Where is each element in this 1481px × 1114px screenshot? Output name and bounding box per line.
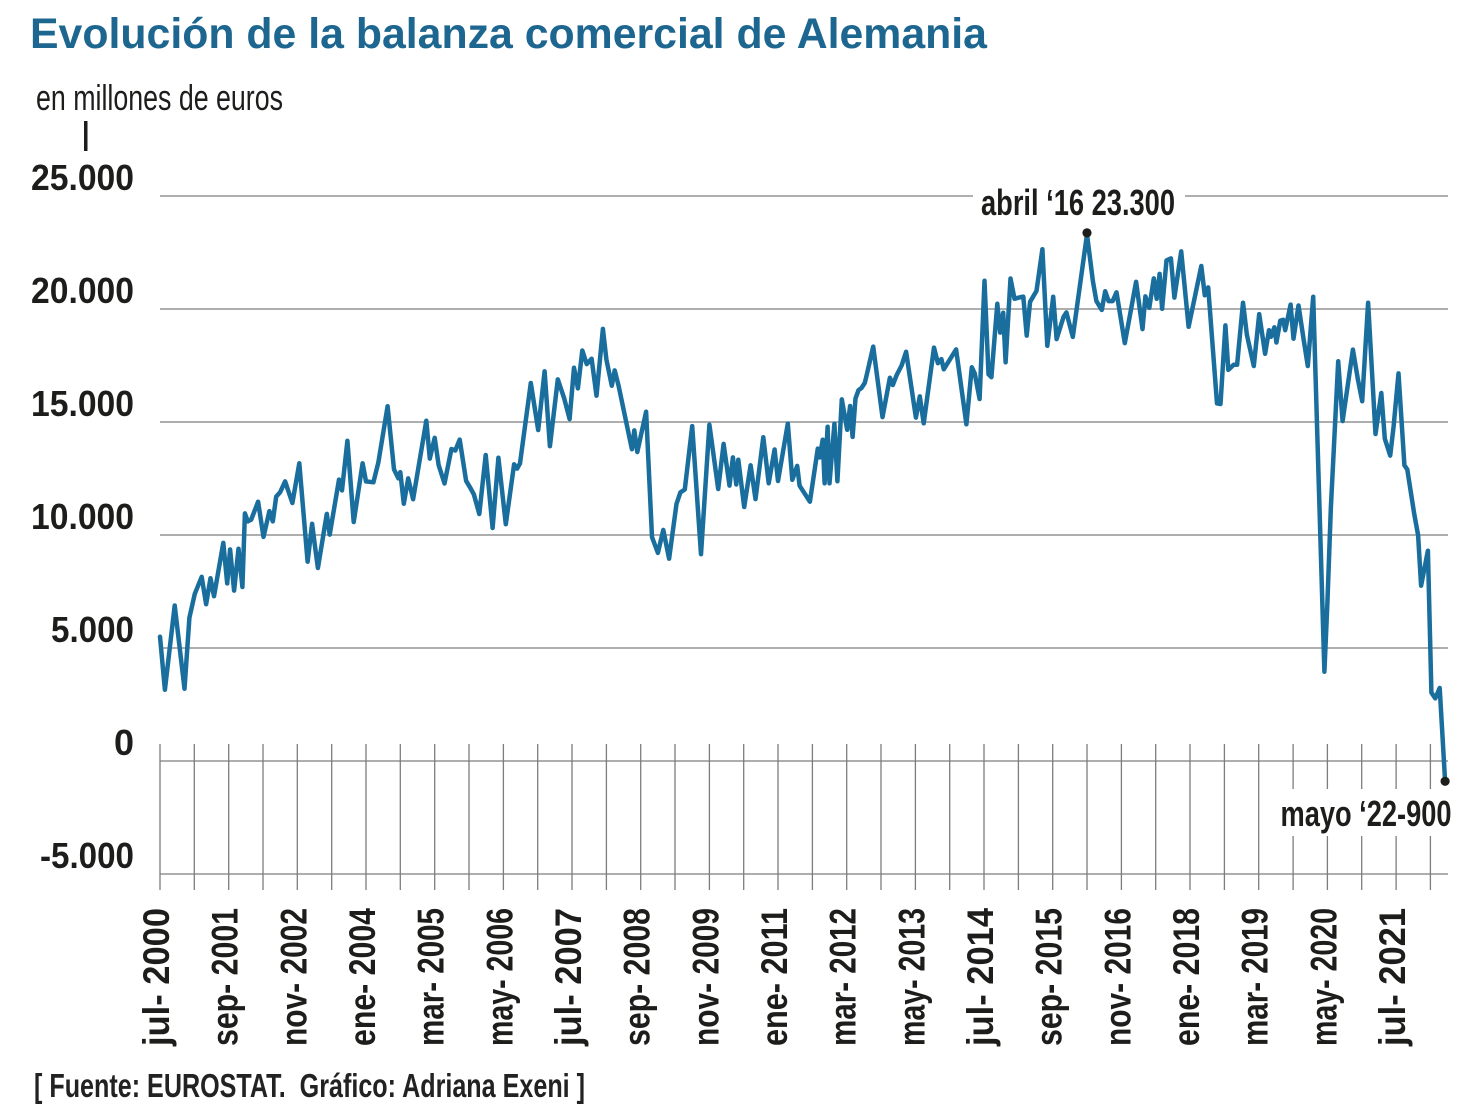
svg-text:sep- 2001: sep- 2001 [205, 908, 246, 1046]
svg-text:0: 0 [114, 722, 134, 763]
svg-text:ene- 2011: ene- 2011 [754, 908, 795, 1046]
svg-text:en millones de euros: en millones de euros [36, 77, 283, 118]
svg-text:mar- 2012: mar- 2012 [823, 908, 864, 1046]
svg-text:jul- 2000: jul- 2000 [136, 908, 177, 1047]
svg-text:5.000: 5.000 [51, 609, 134, 650]
svg-text:ene- 2018: ene- 2018 [1166, 908, 1207, 1046]
svg-text:may- 2013: may- 2013 [891, 908, 932, 1046]
svg-text:10.000: 10.000 [31, 496, 134, 537]
svg-text:may- 2020: may- 2020 [1303, 908, 1344, 1046]
svg-text:mar- 2005: mar- 2005 [411, 908, 452, 1046]
svg-text:jul- 2007: jul- 2007 [548, 908, 589, 1047]
svg-text:sep- 2008: sep- 2008 [617, 908, 658, 1046]
svg-text:nov- 2009: nov- 2009 [685, 908, 726, 1046]
svg-text:[ Fuente: EUROSTAT. Gráfico:: [ Fuente: EUROSTAT. Gráfico: Adriana Exe… [34, 1067, 585, 1104]
svg-text:jul- 2021: jul- 2021 [1372, 908, 1413, 1047]
svg-text:jul- 2014: jul- 2014 [960, 908, 1001, 1047]
svg-text:abril ‘16 23.300: abril ‘16 23.300 [981, 182, 1175, 223]
svg-text:15.000: 15.000 [31, 383, 134, 424]
svg-text:sep- 2015: sep- 2015 [1029, 908, 1070, 1046]
svg-text:mar- 2019: mar- 2019 [1235, 908, 1276, 1046]
svg-text:Evolución de la balanza comerc: Evolución de la balanza comercial de Ale… [30, 10, 988, 58]
svg-text:mayo ‘22-900: mayo ‘22-900 [1281, 793, 1452, 834]
svg-text:-5.000: -5.000 [40, 835, 134, 876]
svg-text:nov- 2016: nov- 2016 [1097, 908, 1138, 1046]
svg-text:ene- 2004: ene- 2004 [342, 908, 383, 1046]
svg-text:may- 2006: may- 2006 [479, 908, 520, 1046]
svg-text:25.000: 25.000 [31, 157, 134, 198]
svg-text:nov- 2002: nov- 2002 [273, 908, 314, 1046]
svg-text:20.000: 20.000 [31, 270, 134, 311]
